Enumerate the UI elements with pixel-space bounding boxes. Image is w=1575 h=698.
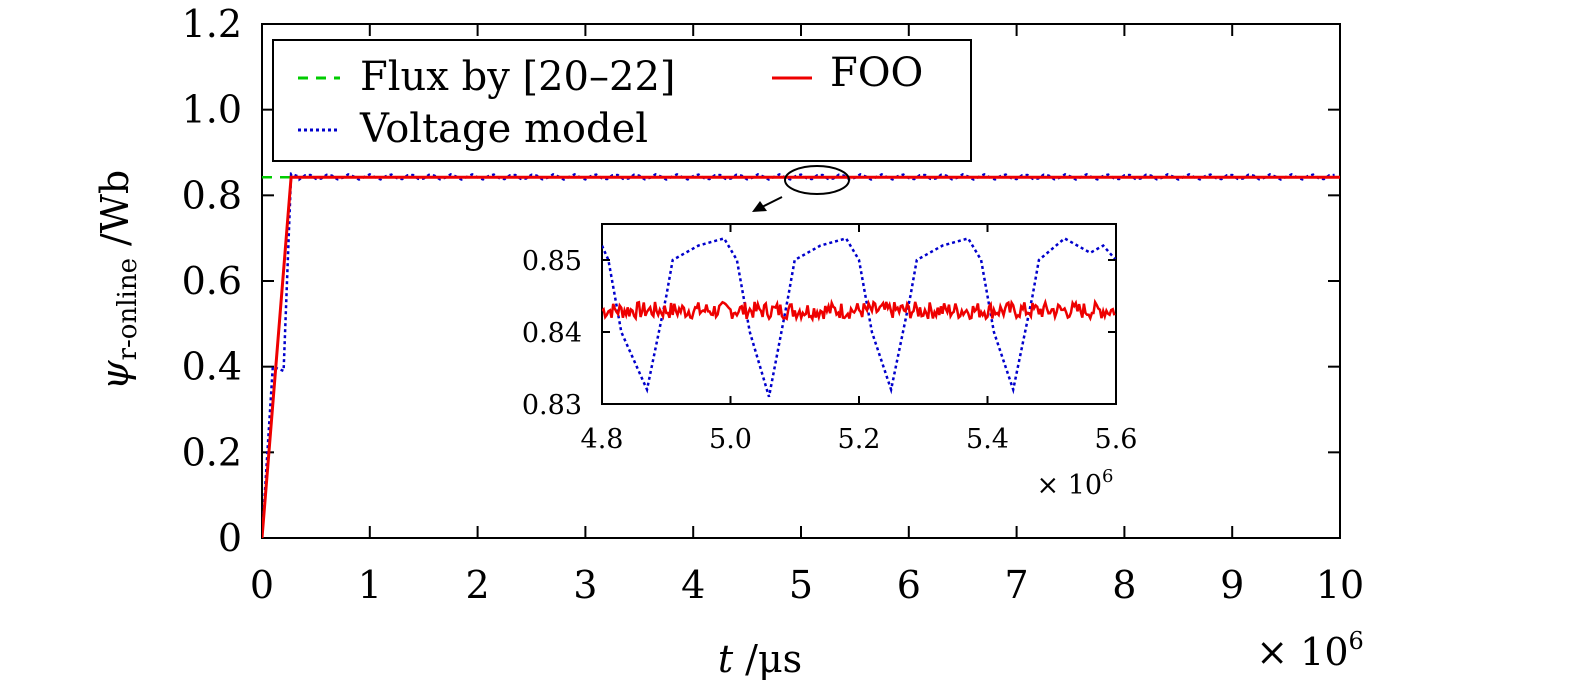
inset-series	[602, 236, 1116, 398]
x-tick-label: 9	[1220, 563, 1244, 607]
x-tick-label: 1	[358, 563, 382, 607]
inset-ticks: 4.8 5.0 5.2 5.4 5.6 0.83 0.84 0.85	[522, 224, 1138, 455]
inset-x-tick-label: 5.0	[709, 424, 752, 455]
inset-x-tick-label: 5.2	[838, 424, 881, 455]
inset-x-multiplier: × 106	[1036, 466, 1113, 501]
x-tick-label: 6	[897, 563, 921, 607]
main-ticks: 0 1 2 3 4 5 6 7 8 9 10 0 0.2 0.4 0.6 0.8 1.0 1.2	[182, 2, 1365, 607]
inset-series-foo	[602, 298, 1116, 323]
main-series-line-1	[262, 172, 1335, 538]
x-axis-label: t /μs	[718, 637, 802, 681]
y-tick-label: 0.4	[182, 345, 242, 389]
y-tick-label: 1.2	[182, 2, 242, 46]
legend-label-foo: FOO	[830, 50, 923, 96]
x-tick-label: 10	[1316, 563, 1364, 607]
x-tick-label: 2	[466, 563, 490, 607]
zoom-arrow-head	[752, 201, 767, 212]
y-axis-label: ψr-online /Wb	[93, 170, 143, 390]
inset-plot: 4.8 5.0 5.2 5.4 5.6 0.83 0.84 0.85 × 106	[522, 223, 1138, 501]
main-series	[262, 172, 1340, 538]
main-plot: 0 1 2 3 4 5 6 7 8 9 10 0 0.2 0.4 0.6 0.8 1.0 1.2	[182, 2, 1365, 607]
inset-x-tick-label: 4.8	[581, 424, 624, 455]
y-tick-label: 1.0	[182, 88, 242, 132]
main-series-line-2	[262, 175, 1340, 538]
legend: Flux by [20–22] Voltage model FOO	[272, 39, 972, 162]
y-tick-label: 0.2	[182, 430, 242, 474]
x-tick-label: 4	[681, 563, 705, 607]
y-tick-label: 0.6	[182, 259, 242, 303]
legend-label-voltage: Voltage model	[359, 106, 648, 152]
inset-x-tick-label: 5.6	[1095, 424, 1138, 455]
zoom-ellipse	[784, 165, 850, 195]
inset-x-tick-label: 5.4	[966, 424, 1009, 455]
y-tick-label: 0.8	[182, 173, 242, 217]
inset-y-tick-label: 0.84	[522, 318, 582, 349]
x-tick-label: 5	[789, 563, 813, 607]
zoom-arrow-line	[761, 196, 783, 208]
x-tick-label: 0	[250, 563, 274, 607]
inset-series-voltage	[602, 236, 1116, 398]
x-tick-label: 3	[573, 563, 597, 607]
legend-label-flux: Flux by [20–22]	[360, 54, 676, 100]
x-axis-multiplier: × 106	[1256, 627, 1364, 674]
y-tick-label: 0	[218, 516, 242, 560]
x-tick-label: 7	[1005, 563, 1029, 607]
inset-y-tick-label: 0.83	[522, 390, 582, 421]
inset-y-tick-label: 0.85	[522, 246, 582, 277]
x-tick-label: 8	[1112, 563, 1136, 607]
legend-box	[272, 39, 972, 162]
